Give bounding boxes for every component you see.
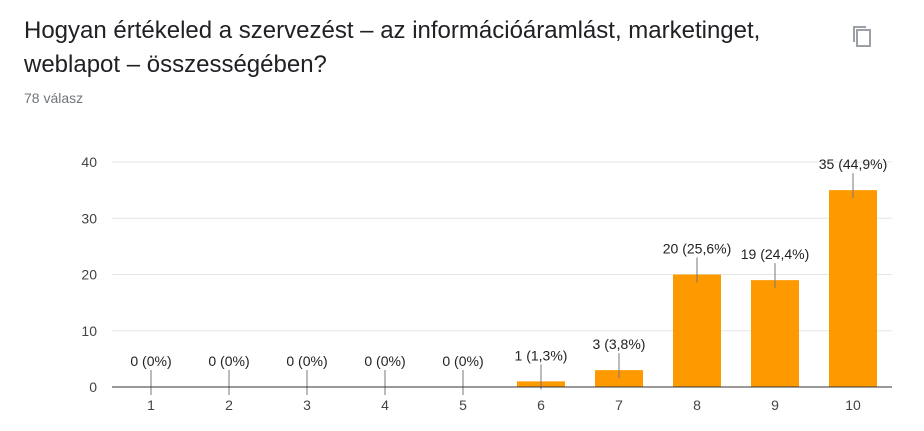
x-tick-label: 8	[693, 397, 701, 413]
data-label: 0 (0%)	[286, 353, 327, 369]
bar	[829, 190, 877, 387]
bar	[595, 370, 643, 387]
data-label: 1 (1,3%)	[515, 347, 568, 363]
data-label: 19 (24,4%)	[741, 246, 809, 262]
copy-icon	[853, 26, 871, 47]
y-tick-label: 20	[81, 267, 97, 283]
bar	[751, 280, 799, 387]
y-tick-label: 10	[81, 323, 97, 339]
x-tick-label: 3	[303, 397, 311, 413]
y-tick-label: 40	[81, 154, 97, 170]
question-title: Hogyan értékeled a szervezést – az infor…	[24, 17, 761, 78]
x-tick-label: 4	[381, 397, 389, 413]
data-label: 0 (0%)	[208, 353, 249, 369]
y-tick-label: 30	[81, 210, 97, 226]
x-tick-label: 1	[147, 397, 155, 413]
response-count: 78 válasz	[24, 90, 84, 106]
x-tick-label: 2	[225, 397, 233, 413]
data-label: 3 (3,8%)	[593, 336, 646, 352]
bar	[673, 274, 721, 387]
data-label: 0 (0%)	[130, 353, 171, 369]
y-tick-label: 0	[89, 379, 97, 395]
data-label: 20 (25,6%)	[663, 241, 731, 257]
x-tick-label: 6	[537, 397, 545, 413]
data-label: 35 (44,9%)	[819, 156, 887, 172]
data-label: 0 (0%)	[364, 353, 405, 369]
x-tick-label: 7	[615, 397, 623, 413]
x-tick-label: 5	[459, 397, 467, 413]
data-label: 0 (0%)	[442, 353, 483, 369]
copy-chart-button[interactable]	[848, 22, 878, 52]
x-tick-label: 10	[845, 397, 861, 413]
x-tick-label: 9	[771, 397, 779, 413]
